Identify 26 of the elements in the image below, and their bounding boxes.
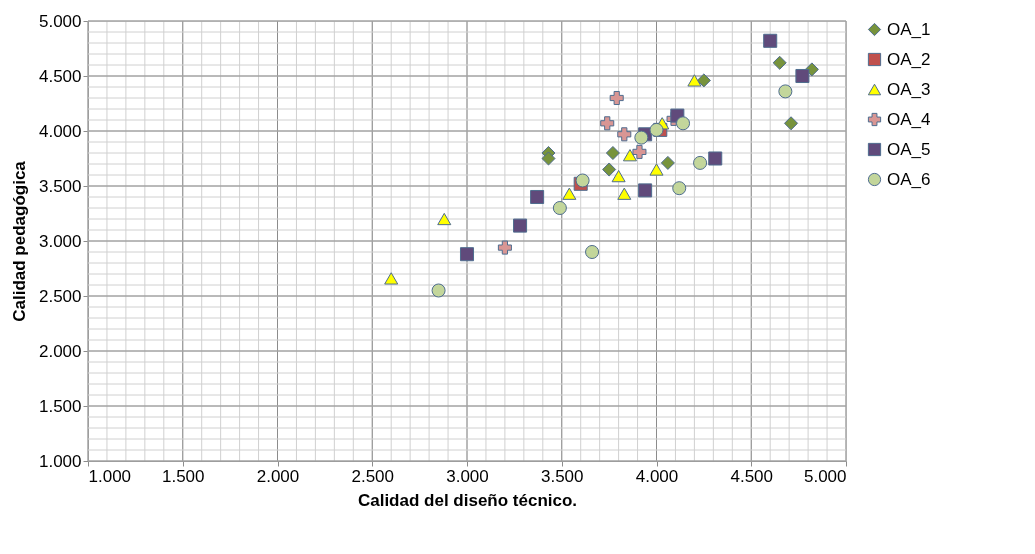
x-tick-label: 5.000 [803,466,847,486]
x-tick-label: 3.000 [446,466,489,486]
y-tick-label: 3.000 [38,231,82,251]
x-tick-label: 4.000 [635,466,679,486]
legend-label: OA_1 [887,19,931,39]
x-tick-label: 2.000 [256,466,300,486]
x-tick-label: 2.500 [351,466,395,486]
y-tick-label: 2.000 [38,341,82,361]
y-tick-label: 1.500 [38,396,82,416]
legend-label: OA_6 [887,169,931,189]
y-tick-label: 3.500 [38,176,82,196]
y-tick-label: 4.000 [38,121,82,141]
x-tick-label: 1.000 [88,466,132,486]
y-tick-label: 4.500 [38,66,82,86]
x-tick-label: 1.500 [161,466,205,486]
x-tick-label: 4.500 [730,466,774,486]
y-axis-title: Calidad pedagógica [9,160,29,322]
legend-label: OA_5 [887,139,931,159]
y-tick-label: 2.500 [38,286,82,306]
y-tick-label: 5.000 [38,11,82,31]
legend-label: OA_3 [887,79,931,99]
legend-label: OA_2 [887,49,931,69]
x-tick-label: 3.500 [540,466,584,486]
y-tick-label: 1.000 [38,451,82,471]
x-axis-title: Calidad del diseño técnico. [357,490,578,510]
legend-label: OA_4 [887,109,931,129]
